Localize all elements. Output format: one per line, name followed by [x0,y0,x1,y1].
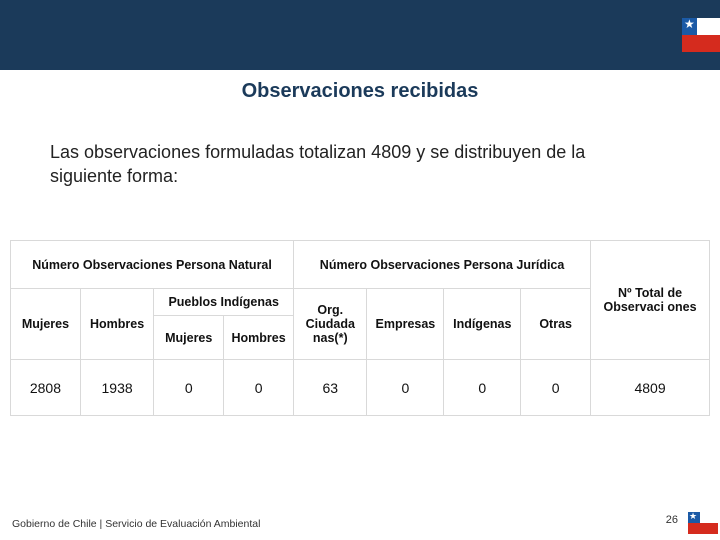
th-natural-group: Número Observaciones Persona Natural [11,241,294,289]
th-indigenas: Indígenas [444,289,521,360]
th-hombres: Hombres [80,289,153,360]
th-org-ciudadanas: Org. Ciudada nas(*) [294,289,367,360]
th-mujeres: Mujeres [11,289,81,360]
cell-empresas: 0 [367,360,444,416]
cell-pi-hombres: 0 [224,360,294,416]
cell-total: 4809 [591,360,710,416]
cell-hombres: 1938 [80,360,153,416]
page-number: 26 [666,514,678,526]
cell-mujeres: 2808 [11,360,81,416]
th-empresas: Empresas [367,289,444,360]
th-pueblos-indigenas: Pueblos Indígenas [154,289,294,316]
chile-flag-icon: ★ [682,18,720,52]
observations-table: Número Observaciones Persona Natural Núm… [10,240,710,416]
th-pi-mujeres: Mujeres [154,316,224,360]
cell-otras: 0 [521,360,591,416]
cell-org-ciudadanas: 63 [294,360,367,416]
lead-paragraph: Las observaciones formuladas totalizan 4… [50,140,660,189]
th-pi-hombres: Hombres [224,316,294,360]
th-otras: Otras [521,289,591,360]
footer-text: Gobierno de Chile | Servicio de Evaluaci… [12,518,260,530]
th-total-group: Nº Total de Observaci ones [591,241,710,360]
th-juridica-group: Número Observaciones Persona Jurídica [294,241,591,289]
chile-flag-icon: ★ [688,512,718,534]
header-band [0,0,720,70]
cell-pi-mujeres: 0 [154,360,224,416]
cell-indigenas: 0 [444,360,521,416]
table-row: 2808 1938 0 0 63 0 0 0 4809 [11,360,710,416]
page-title: Observaciones recibidas [0,80,720,103]
